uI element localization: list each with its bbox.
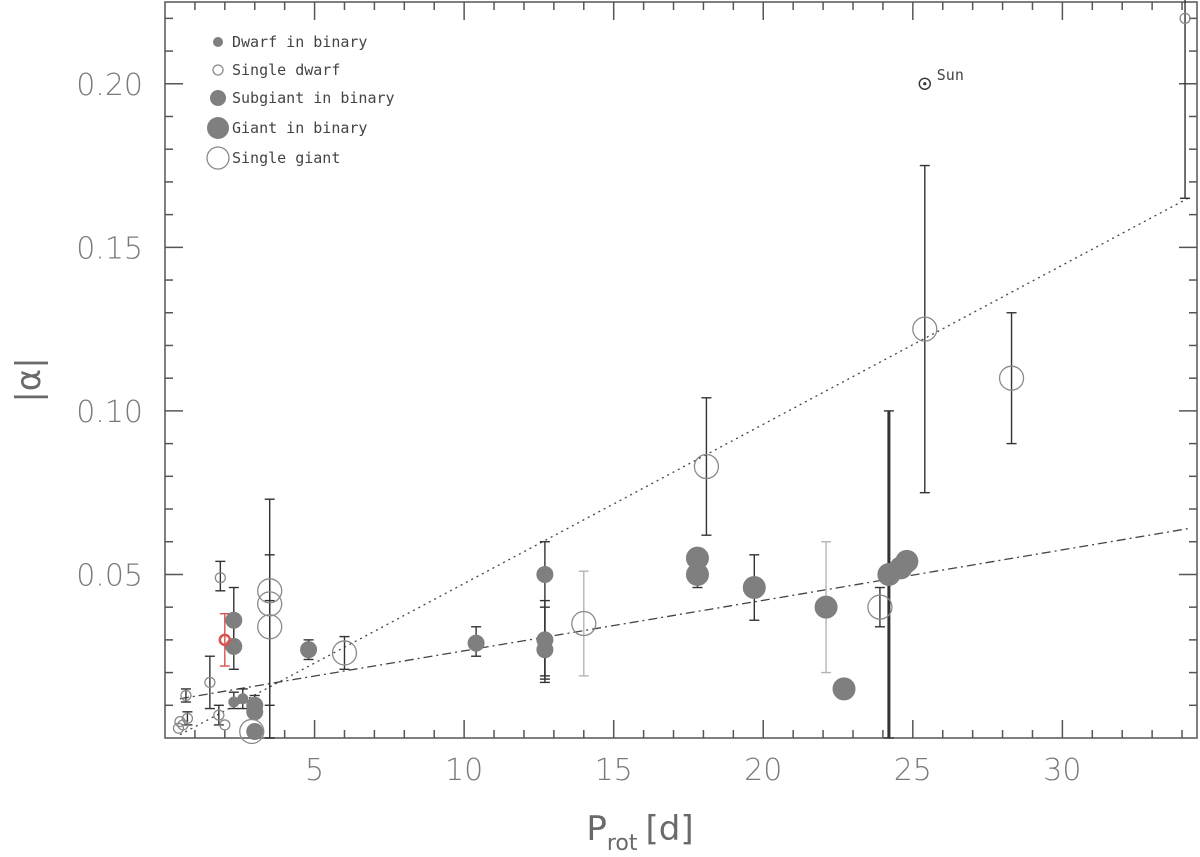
fit-line-dotted xyxy=(179,197,1189,736)
legend-marker xyxy=(210,90,226,106)
point-subgiant-in-binary xyxy=(225,637,243,655)
x-axis-label: Prot [d] xyxy=(586,809,693,856)
annotation-label: Sun xyxy=(937,66,964,84)
point-single-giant xyxy=(239,718,265,745)
y-tick-label: 0.10 xyxy=(76,395,143,430)
fit-line-dash-dot xyxy=(179,528,1189,700)
point-single-giant xyxy=(257,614,283,640)
x-tick-label: 20 xyxy=(744,753,782,788)
x-tick-label: 5 xyxy=(305,753,324,788)
x-tick-label: 25 xyxy=(894,753,932,788)
x-tick-label: 10 xyxy=(445,753,483,788)
x-axis-label-sub: rot xyxy=(607,831,638,856)
point-subgiant-in-binary xyxy=(536,631,554,649)
y-tick-label: 0.05 xyxy=(76,558,143,593)
point-giant-in-binary xyxy=(742,576,766,600)
point-subgiant-in-binary xyxy=(467,634,485,652)
point-single-dwarf xyxy=(214,572,226,584)
point-single-giant xyxy=(571,610,597,637)
point-giant-in-binary xyxy=(895,549,919,573)
fit-lines xyxy=(179,197,1189,736)
legend-label: Dwarf in binary xyxy=(232,33,367,51)
legend-label: Single giant xyxy=(232,149,340,167)
point-single-giant xyxy=(867,594,893,620)
legend-marker xyxy=(206,146,230,170)
sun-symbol xyxy=(918,77,931,90)
point-giant-in-binary xyxy=(814,595,838,619)
point-subgiant-in-binary xyxy=(246,703,264,721)
point-subgiant-in-binary xyxy=(246,722,264,740)
y-axis-label: |α| xyxy=(9,357,49,402)
point-single-dwarf xyxy=(213,709,225,721)
legend-marker xyxy=(212,64,224,76)
x-axis-label-main: P xyxy=(586,809,607,849)
legend-marker xyxy=(213,37,223,47)
point-single-giant xyxy=(257,591,283,617)
point-single-dwarf xyxy=(180,689,192,702)
point-single-giant xyxy=(912,316,938,342)
highlight-point xyxy=(218,633,232,647)
point-giant-in-binary xyxy=(832,677,856,701)
data-points xyxy=(172,12,1191,745)
point-dwarf-in-binary xyxy=(237,693,249,705)
legend-label: Subgiant in binary xyxy=(232,89,395,107)
point-subgiant-in-binary xyxy=(225,611,243,629)
legend: Dwarf in binary Single dwarf Subgiant in b… xyxy=(206,33,395,170)
x-axis-label-unit: [d] xyxy=(646,809,694,849)
sun-symbol-dot xyxy=(923,82,927,86)
annotations: Sun xyxy=(918,66,964,90)
error-bars xyxy=(180,0,1191,739)
y-tick-label: 0.15 xyxy=(76,231,143,266)
point-subgiant-in-binary xyxy=(536,565,554,583)
x-tick-label: 15 xyxy=(595,753,633,788)
point-single-dwarf xyxy=(219,719,231,731)
point-single-dwarf xyxy=(181,712,194,725)
point-single-dwarf xyxy=(1179,12,1191,25)
point-single-giant xyxy=(331,640,358,666)
axis-ticks: 5 10 15 20 25 30 0.05 0.10 0.15 0.20 xyxy=(76,2,1197,788)
point-single-giant xyxy=(693,453,720,480)
point-single-giant xyxy=(257,578,283,604)
y-tick-label: 0.20 xyxy=(76,68,143,103)
legend-label: Single dwarf xyxy=(232,61,340,79)
point-single-dwarf xyxy=(174,715,186,728)
legend-label: Giant in binary xyxy=(232,119,367,137)
legend-marker xyxy=(207,117,229,139)
plot-frame xyxy=(164,1,1198,739)
point-giant-in-binary xyxy=(685,562,709,586)
point-single-giant xyxy=(998,365,1025,391)
point-subgiant-in-binary xyxy=(300,641,318,659)
x-tick-label: 30 xyxy=(1043,753,1081,788)
point-single-dwarf xyxy=(204,676,216,689)
